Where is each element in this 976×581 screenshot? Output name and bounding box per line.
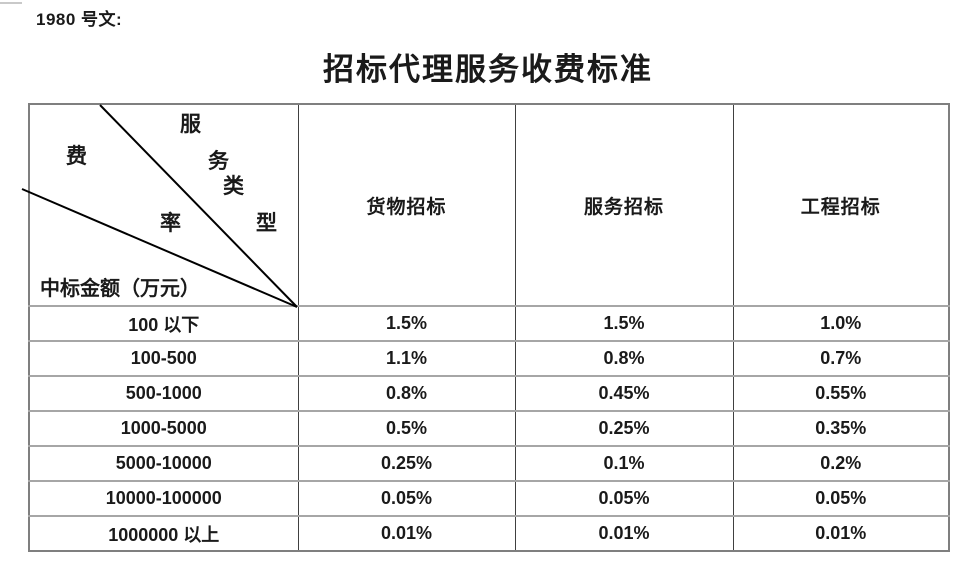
column-header-goods: 货物招标	[297, 104, 515, 306]
rate-cell: 1.5%	[297, 305, 515, 341]
corner-type-char-1: 服	[180, 112, 201, 136]
rate-cell: 0.55%	[732, 375, 949, 411]
rate-cell: 1.5%	[514, 305, 733, 341]
amount-cell: 5000-10000	[29, 445, 298, 481]
rate-cell: 0.05%	[732, 480, 949, 516]
corner-type-char-4: 型	[256, 211, 277, 235]
diagonal-divider-lines	[21, 104, 298, 308]
amount-cell: 10000-100000	[29, 480, 298, 516]
rate-cell: 0.05%	[514, 480, 733, 516]
doc-number-label: 1980 号文:	[36, 10, 123, 29]
rate-cell: 1.0%	[732, 305, 949, 341]
rate-cell: 0.8%	[297, 375, 515, 411]
corner-amount-label: 中标金额（万元）	[40, 278, 200, 300]
table-row: 100-500 1.1% 0.8% 0.7%	[29, 340, 949, 376]
page-title: 招标代理服务收费标准	[323, 52, 653, 87]
rate-cell: 0.01%	[732, 515, 949, 551]
column-header-services: 服务招标	[514, 104, 733, 306]
corner-type-char-3: 类	[223, 174, 244, 198]
page-edge-artifact	[0, 2, 22, 4]
amount-cell: 1000000 以上	[29, 515, 298, 551]
corner-type-char-2: 务	[208, 149, 229, 173]
table-row: 1000-5000 0.5% 0.25% 0.35%	[29, 410, 949, 446]
table-header-row: 服 费 务 类 率 型 中标金额（万元） 货物招标 服务招标 工程招标	[21, 104, 949, 308]
rate-cell: 0.25%	[514, 410, 733, 446]
rate-cell: 0.8%	[514, 340, 733, 376]
rate-cell: 0.45%	[514, 375, 733, 411]
amount-cell: 500-1000	[29, 375, 298, 411]
rate-cell: 0.1%	[514, 445, 733, 481]
rate-cell: 0.7%	[732, 340, 949, 376]
table-corner-cell: 服 费 务 类 率 型 中标金额（万元）	[21, 104, 298, 308]
rate-cell: 0.2%	[732, 445, 949, 481]
corner-rate-label: 率	[160, 211, 181, 235]
table-row: 100 以下 1.5% 1.5% 1.0%	[29, 305, 949, 341]
corner-fee-label: 费	[66, 144, 87, 168]
fee-table: 服 费 务 类 率 型 中标金额（万元） 货物招标 服务招标 工程招标 100 …	[21, 103, 950, 552]
rate-cell: 0.5%	[297, 410, 515, 446]
amount-cell: 100-500	[29, 340, 298, 376]
rate-cell: 0.01%	[514, 515, 733, 551]
rate-cell: 0.35%	[732, 410, 949, 446]
column-header-engineering: 工程招标	[732, 104, 949, 306]
rate-cell: 0.25%	[297, 445, 515, 481]
table-row: 10000-100000 0.05% 0.05% 0.05%	[29, 480, 949, 516]
table-row: 5000-10000 0.25% 0.1% 0.2%	[29, 445, 949, 481]
rate-cell: 0.01%	[297, 515, 515, 551]
rate-cell: 0.05%	[297, 480, 515, 516]
rate-cell: 1.1%	[297, 340, 515, 376]
amount-cell: 1000-5000	[29, 410, 298, 446]
table-row: 1000000 以上 0.01% 0.01% 0.01%	[29, 515, 949, 551]
table-row: 500-1000 0.8% 0.45% 0.55%	[29, 375, 949, 411]
amount-cell: 100 以下	[29, 305, 298, 341]
